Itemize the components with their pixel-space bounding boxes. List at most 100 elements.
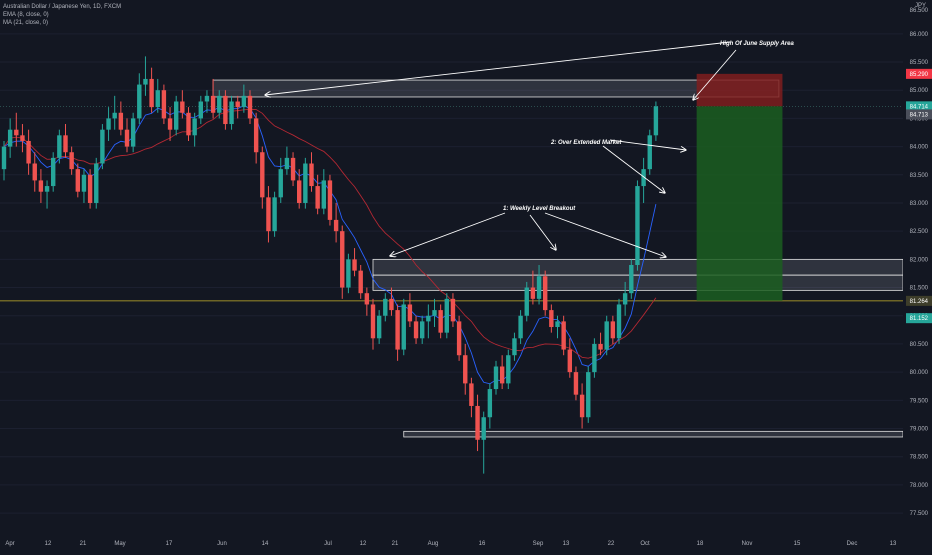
candle xyxy=(124,118,130,153)
candle xyxy=(426,304,431,339)
price-tick-label: 84.000 xyxy=(910,145,929,151)
candle xyxy=(475,394,480,452)
candle xyxy=(321,169,326,215)
price-tick-label: 78.000 xyxy=(910,483,929,489)
candle-body xyxy=(370,304,376,339)
annotation-arrow xyxy=(390,212,506,256)
candle xyxy=(229,95,234,130)
candle xyxy=(469,377,474,418)
candle xyxy=(167,107,173,141)
price-axis-top-label: 86.500 xyxy=(910,8,929,14)
candle-body xyxy=(186,112,191,136)
candle xyxy=(493,360,499,395)
candle xyxy=(137,73,142,125)
candle xyxy=(610,315,616,344)
candle-body xyxy=(137,84,142,119)
time-tick-label: Aug xyxy=(428,541,439,547)
candle-body xyxy=(629,265,634,294)
candle xyxy=(247,90,253,125)
candle xyxy=(38,169,44,203)
candle-body xyxy=(63,135,68,153)
candle xyxy=(7,118,13,158)
candle-body xyxy=(180,101,185,113)
candle-body xyxy=(586,372,591,418)
annotation-arrow xyxy=(529,214,556,250)
price-tick-label: 77.500 xyxy=(910,511,929,517)
price-tick-label: 83.500 xyxy=(910,173,929,179)
candle-body xyxy=(198,101,203,119)
candle-body xyxy=(75,169,80,192)
candle xyxy=(303,157,308,209)
candle-body xyxy=(7,129,13,147)
candle xyxy=(604,315,609,356)
candle-body xyxy=(118,112,124,130)
time-axis-bg xyxy=(0,532,932,550)
candle-body xyxy=(518,315,523,339)
price-tick-label: 79.000 xyxy=(910,427,929,433)
candle-body xyxy=(297,180,302,203)
candle-body xyxy=(499,366,505,384)
price-tick-label: 78.500 xyxy=(910,455,929,461)
candle-body xyxy=(112,112,117,119)
annotation-arrow xyxy=(693,49,737,100)
candle xyxy=(420,315,425,344)
candle-body xyxy=(450,298,456,322)
time-tick-label: Jun xyxy=(217,541,227,547)
time-tick-label: Apr xyxy=(5,541,14,547)
position-tool[interactable] xyxy=(696,73,783,301)
candle-body xyxy=(426,315,431,322)
candle xyxy=(518,310,523,344)
candles xyxy=(1,56,659,474)
ema-legend: EMA (8, close, 0) xyxy=(3,12,49,18)
candle-body xyxy=(81,174,87,192)
time-tick-label: 13 xyxy=(563,541,570,547)
candle xyxy=(358,265,363,299)
candle-body xyxy=(376,315,382,339)
candle-body xyxy=(487,389,493,418)
candle-body xyxy=(364,293,370,305)
candle-body xyxy=(155,90,160,108)
candle-body xyxy=(616,304,622,339)
take-profit-zone xyxy=(696,106,783,301)
candle-body xyxy=(444,298,449,333)
candle xyxy=(647,129,652,175)
candle-body xyxy=(266,197,271,232)
candle xyxy=(586,366,591,423)
candle-body xyxy=(130,118,136,147)
price-badge-label: 84.714 xyxy=(910,104,929,110)
candle xyxy=(57,129,62,164)
candle-body xyxy=(87,174,93,203)
time-tick-label: 21 xyxy=(392,541,399,547)
candle-body xyxy=(94,163,99,203)
candle-body xyxy=(309,163,314,187)
time-tick-label: 13 xyxy=(890,541,897,547)
candle xyxy=(223,90,228,130)
time-tick-label: Sep xyxy=(533,541,544,547)
candle xyxy=(174,95,179,136)
candle xyxy=(75,163,80,198)
price-tick-label: 85.500 xyxy=(910,60,929,66)
time-axis[interactable]: Apr 12 21 May 17 Jun 14 Jul 12 21 Aug 16 Sep 13 22 Oct 1… xyxy=(0,532,932,550)
price-badge xyxy=(906,68,932,79)
price-axis[interactable]: 86.500 86.000 85.500 85.000 84.500 84.000 83.5… xyxy=(903,0,932,550)
annotation-label: High Of June Supply Area xyxy=(720,41,794,47)
candle xyxy=(100,124,105,170)
candle xyxy=(567,338,572,378)
candle xyxy=(413,315,419,344)
candle-body xyxy=(1,146,7,170)
candle xyxy=(555,315,560,339)
candle xyxy=(118,101,124,136)
candle-body xyxy=(124,129,130,147)
candle xyxy=(241,84,247,113)
candle xyxy=(44,180,50,209)
ma-21-line xyxy=(3,108,657,359)
candle-body xyxy=(303,163,308,203)
candle-body xyxy=(51,157,56,187)
candle xyxy=(290,152,296,187)
candle-body xyxy=(44,186,50,192)
annotations: High Of June Supply Area 2: Over Extended… xyxy=(265,41,794,257)
price-badge-label: 84.713 xyxy=(910,112,929,118)
candle-body xyxy=(290,157,296,181)
